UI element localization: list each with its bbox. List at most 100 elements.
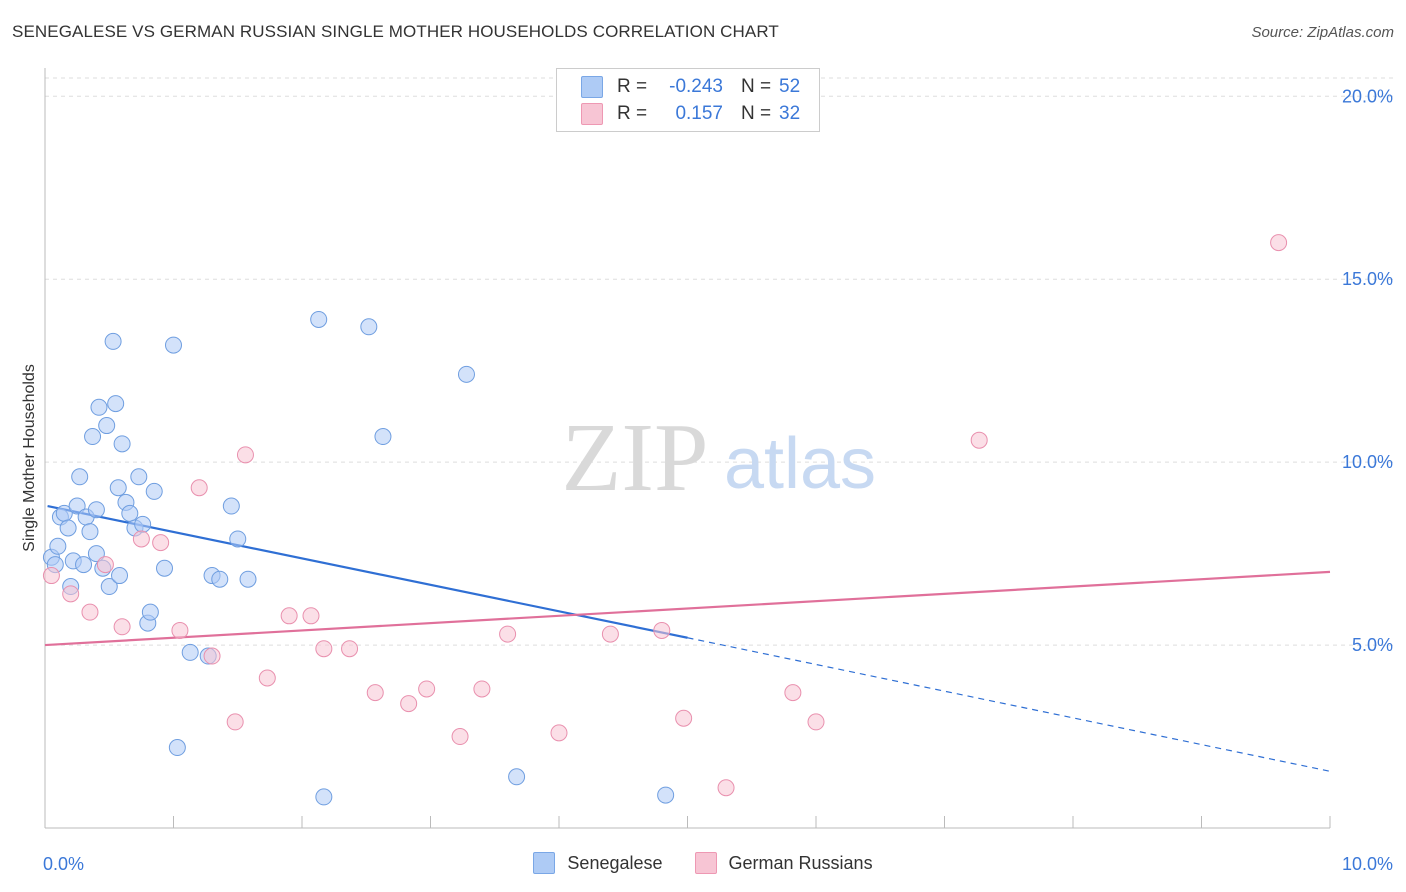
senegalese-point bbox=[75, 556, 93, 574]
german-russians-point bbox=[366, 684, 384, 702]
senegalese-point bbox=[156, 559, 174, 577]
chart-source: Source: ZipAtlas.com bbox=[1251, 24, 1394, 41]
senegalese-point bbox=[90, 398, 108, 416]
german-russians-point bbox=[315, 640, 333, 658]
series-legend: Senegalese German Russians bbox=[0, 852, 1406, 874]
senegalese-point bbox=[374, 428, 392, 446]
german-russians-point bbox=[203, 647, 221, 665]
senegalese-point bbox=[360, 318, 378, 336]
stats-row-senegalese: R = -0.243 N = 52 bbox=[581, 75, 800, 99]
german-russians-point bbox=[400, 695, 418, 713]
senegalese-point bbox=[98, 417, 116, 435]
gridlines bbox=[45, 77, 1395, 646]
senegalese-point bbox=[59, 519, 77, 537]
german-russians-point bbox=[341, 640, 359, 658]
senegalese-point bbox=[229, 530, 247, 548]
german-russians-point bbox=[451, 728, 469, 746]
senegalese-point bbox=[165, 336, 182, 354]
legend-item-german-russians[interactable]: German Russians bbox=[694, 852, 873, 874]
n-label: N = bbox=[741, 103, 772, 124]
legend-label-german-russians: German Russians bbox=[728, 852, 873, 873]
legend-label-senegalese: Senegalese bbox=[567, 852, 663, 873]
chart-title: SENEGALESE VS GERMAN RUSSIAN SINGLE MOTH… bbox=[12, 22, 779, 41]
senegalese-point bbox=[49, 537, 67, 555]
senegalese-point bbox=[111, 567, 129, 585]
german-russians-swatch bbox=[694, 852, 717, 874]
german-russians-point bbox=[499, 625, 517, 643]
senegalese-point bbox=[239, 570, 257, 588]
senegalese-trend-extension bbox=[687, 637, 1331, 772]
senegalese-point bbox=[113, 435, 131, 453]
senegalese-point bbox=[84, 428, 102, 446]
senegalese-point bbox=[107, 395, 125, 413]
senegalese-point bbox=[71, 468, 89, 486]
y-tick-label: 10.0% bbox=[1342, 452, 1393, 472]
senegalese-swatch bbox=[581, 76, 603, 98]
r-label: R = bbox=[617, 103, 648, 124]
senegalese-point bbox=[222, 497, 240, 515]
legend-item-senegalese[interactable]: Senegalese bbox=[533, 852, 663, 874]
german-russians-point bbox=[550, 724, 568, 742]
r-label: R = bbox=[617, 76, 648, 97]
german-russians-point bbox=[717, 779, 735, 797]
senegalese-point bbox=[104, 332, 122, 350]
german-russians-point bbox=[1270, 234, 1288, 252]
german-russians-point bbox=[675, 709, 693, 727]
senegalese-point bbox=[68, 497, 86, 515]
senegalese-point bbox=[130, 468, 148, 486]
german-russians-point bbox=[42, 567, 60, 585]
german-russians-point bbox=[280, 607, 298, 625]
german-russians-point bbox=[473, 680, 491, 698]
senegalese-point bbox=[181, 643, 199, 661]
german-russians-point bbox=[132, 530, 150, 548]
german-russians-point bbox=[226, 713, 244, 731]
german-russians-point bbox=[418, 680, 436, 698]
senegalese-point bbox=[109, 479, 127, 497]
senegalese-point bbox=[145, 482, 163, 500]
german-russians-point bbox=[152, 534, 170, 552]
senegalese-point bbox=[310, 310, 328, 328]
german-russians-point bbox=[807, 713, 825, 731]
german-russians-point bbox=[302, 607, 320, 625]
trend-lines bbox=[44, 504, 1331, 772]
data-points bbox=[42, 234, 1288, 806]
senegalese-point bbox=[87, 501, 105, 519]
german-russians-point bbox=[190, 479, 208, 497]
n-label: N = bbox=[741, 76, 772, 97]
senegalese-point bbox=[81, 523, 99, 541]
german-russians-trend-line bbox=[44, 570, 1331, 647]
stats-row-german-russians: R = 0.157 N = 32 bbox=[581, 102, 800, 126]
german-russians-point bbox=[113, 618, 131, 636]
senegalese-swatch bbox=[533, 852, 556, 874]
y-tick-label: 15.0% bbox=[1342, 269, 1393, 289]
x-tick-label: 10.0% bbox=[1342, 854, 1393, 874]
senegalese-point bbox=[457, 365, 475, 383]
german-russians-point bbox=[258, 669, 276, 687]
r-value: -0.243 bbox=[669, 76, 723, 97]
axes bbox=[44, 68, 1331, 829]
german-russians-point bbox=[236, 446, 254, 464]
tick-labels: 5.0% 10.0% 15.0% 20.0% 0.0% 10.0% bbox=[43, 86, 1393, 874]
german-russians-point bbox=[601, 625, 619, 643]
senegalese-point bbox=[508, 768, 526, 786]
german-russians-point bbox=[653, 621, 671, 639]
x-tick-label: 0.0% bbox=[43, 854, 84, 874]
watermark-atlas: atlas bbox=[724, 424, 876, 504]
german-russians-point bbox=[171, 621, 189, 639]
german-russians-point bbox=[96, 556, 114, 574]
senegalese-point bbox=[211, 570, 229, 588]
n-value: 32 bbox=[779, 103, 801, 124]
n-value: 52 bbox=[779, 76, 801, 97]
senegalese-point bbox=[141, 603, 159, 621]
senegalese-point bbox=[315, 788, 333, 806]
senegalese-point bbox=[121, 504, 139, 522]
german-russians-swatch bbox=[581, 103, 603, 125]
senegalese-point bbox=[87, 545, 105, 563]
senegalese-trend-line bbox=[47, 504, 688, 639]
german-russians-point bbox=[81, 603, 99, 621]
watermark-zip: ZIP bbox=[562, 404, 709, 512]
y-tick-label: 20.0% bbox=[1342, 86, 1393, 106]
german-russians-point bbox=[62, 585, 80, 603]
senegalese-point bbox=[657, 786, 675, 804]
